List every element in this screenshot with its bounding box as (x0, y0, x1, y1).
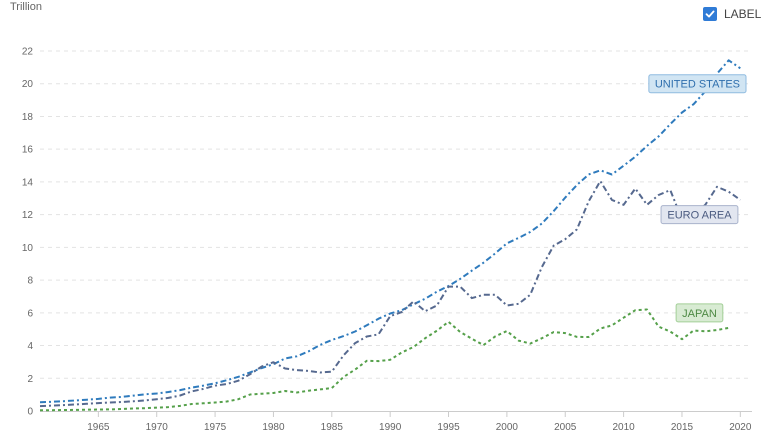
series-labels: UNITED STATES EURO AREA JAPAN (648, 74, 747, 323)
y-tick-label: 16 (22, 145, 34, 156)
series-label-box (675, 303, 724, 323)
x-tick-label: 1965 (87, 422, 110, 433)
series-line-united-states[interactable] (39, 59, 741, 404)
x-tick-label: 1975 (204, 422, 227, 433)
label-toggle-text: LABEL (724, 7, 762, 21)
x-tick-label: 1995 (437, 422, 460, 433)
series-label-box (648, 74, 747, 94)
y-tick-label: 12 (22, 210, 34, 221)
y-tick-label: 2 (27, 374, 33, 385)
series-label-text: UNITED STATES (655, 79, 740, 91)
x-tick-label: 2000 (496, 422, 519, 433)
y-axis-unit-label: Trillion (10, 1, 42, 13)
y-tick-label: 6 (27, 308, 33, 319)
x-tick-label: 1980 (262, 422, 285, 433)
x-tick-label: 1985 (321, 422, 344, 433)
series-label-text: JAPAN (682, 308, 717, 320)
series-line-japan[interactable] (39, 308, 729, 412)
series-lines (39, 59, 741, 412)
series-label-box (660, 205, 739, 225)
series-label-text: EURO AREA (667, 210, 732, 222)
y-tick-label: 18 (22, 112, 34, 123)
checkbox-checked-icon[interactable] (703, 7, 717, 21)
y-tick-label: 22 (22, 47, 34, 58)
label-toggle[interactable]: LABEL (703, 7, 761, 21)
x-axis-ticks: 1965 1970 1975 1980 1985 1990 1995 2000 2005 2010… (87, 412, 752, 433)
y-tick-label: 0 (27, 407, 33, 418)
x-tick-label: 2010 (612, 422, 635, 433)
series-line-euro-area[interactable] (39, 180, 741, 408)
x-tick-label: 1970 (146, 422, 169, 433)
series-label-united-states: UNITED STATES (648, 74, 747, 94)
y-tick-label: 20 (22, 79, 34, 90)
checkmark-icon (705, 10, 715, 18)
x-tick-label: 2015 (671, 422, 694, 433)
gridlines (40, 50, 752, 379)
x-tick-label: 2020 (729, 422, 752, 433)
x-tick-label: 1990 (379, 422, 402, 433)
y-tick-label: 8 (27, 276, 33, 287)
y-tick-label: 10 (22, 243, 34, 254)
series-label-euro-area: EURO AREA (660, 205, 739, 225)
y-axis-ticks: 0 2 4 6 8 10 12 14 16 18 20 22 (22, 47, 34, 418)
x-tick-label: 2005 (554, 422, 577, 433)
y-tick-label: 14 (22, 177, 34, 188)
series-label-japan: JAPAN (675, 303, 724, 323)
y-tick-label: 4 (27, 341, 33, 352)
